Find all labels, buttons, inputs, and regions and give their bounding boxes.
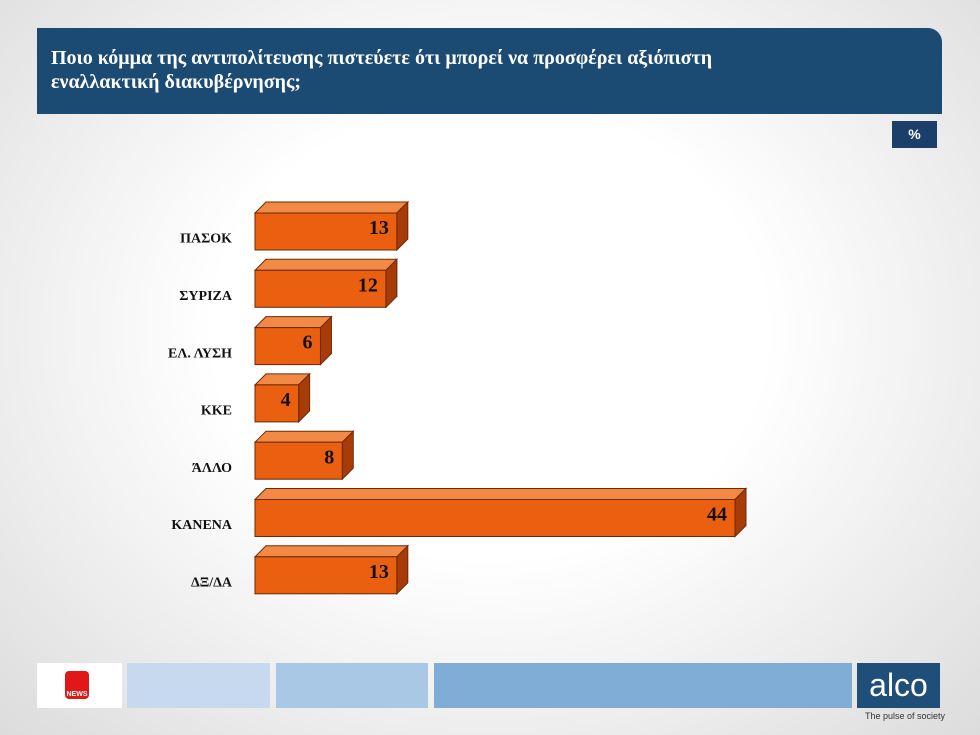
title-banner: Ποιο κόμμα της αντιπολίτευσης πιστεύετε … xyxy=(37,28,942,114)
bar xyxy=(254,499,736,537)
value-label: 4 xyxy=(281,389,291,411)
category-label: ΕΛ. ΛΥΣΗ xyxy=(168,346,232,361)
bar xyxy=(254,441,343,480)
value-label: 12 xyxy=(358,274,378,296)
bar-top xyxy=(253,430,355,443)
brand: alco xyxy=(857,663,940,708)
bar-top xyxy=(253,545,410,558)
footer-band xyxy=(434,663,852,708)
value-label: 6 xyxy=(302,332,312,354)
bar xyxy=(254,269,387,308)
bar xyxy=(254,384,300,423)
value-label: 8 xyxy=(324,446,334,468)
chart-title: Ποιο κόμμα της αντιπολίτευσης πιστεύετε … xyxy=(51,47,713,93)
bar-top xyxy=(253,258,399,271)
value-label: 44 xyxy=(707,504,727,526)
bar-top xyxy=(253,488,748,500)
logo-box: NEWS xyxy=(37,663,122,708)
bar xyxy=(254,212,398,251)
category-label: ΔΞ/ΔΑ xyxy=(191,576,233,591)
bar-top xyxy=(253,201,410,214)
unit-badge: % xyxy=(892,121,937,148)
bar xyxy=(254,556,398,595)
logo: NEWS xyxy=(65,671,89,699)
value-label: 13 xyxy=(369,561,389,583)
bar xyxy=(254,327,321,366)
category-label: ΠΑΣΟΚ xyxy=(180,232,232,247)
bar-top xyxy=(253,316,333,329)
category-label: ΚΚΕ xyxy=(201,404,232,419)
value-label: 13 xyxy=(369,217,389,239)
category-label: ΚΑΝΕΝΑ xyxy=(171,518,233,533)
category-label: ΣΥΡΙΖΑ xyxy=(179,289,233,304)
tagline: The pulse of society xyxy=(865,711,946,721)
footer-band xyxy=(127,663,270,708)
footer-band xyxy=(276,663,428,708)
category-label: ΆΛΛΟ xyxy=(192,461,232,476)
